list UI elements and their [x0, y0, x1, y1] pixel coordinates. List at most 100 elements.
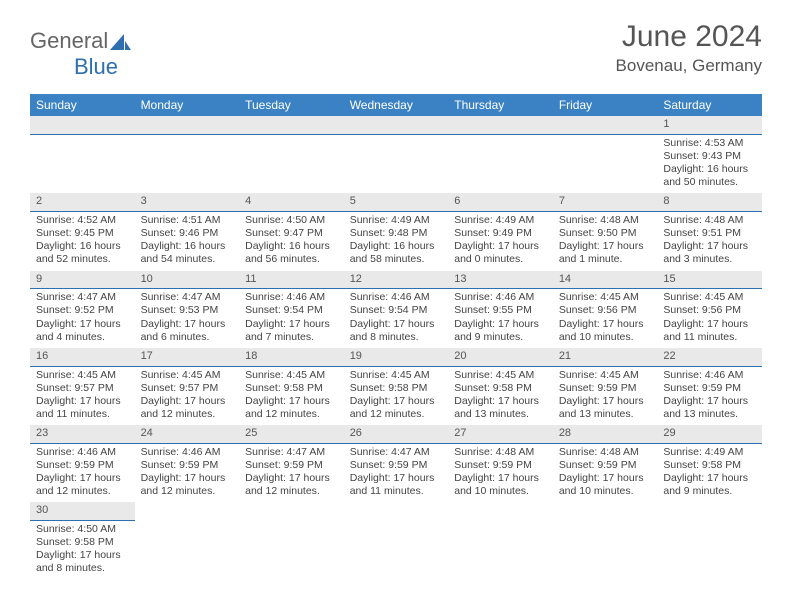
day-body: Sunrise: 4:46 AMSunset: 9:55 PMDaylight:… [448, 289, 553, 348]
day-number: 2 [30, 193, 135, 212]
calendar-day: 23Sunrise: 4:46 AMSunset: 9:59 PMDayligh… [30, 425, 135, 502]
calendar-day [448, 116, 553, 193]
sunrise-text: Sunrise: 4:47 AM [350, 446, 443, 459]
day-body: Sunrise: 4:52 AMSunset: 9:45 PMDaylight:… [30, 212, 135, 271]
calendar-day: 22Sunrise: 4:46 AMSunset: 9:59 PMDayligh… [657, 348, 762, 425]
daylight-text: Daylight: 16 hours and 50 minutes. [663, 163, 756, 189]
sunset-text: Sunset: 9:59 PM [36, 459, 129, 472]
calendar-day [344, 116, 449, 193]
day-number: 22 [657, 348, 762, 367]
calendar-day: 21Sunrise: 4:45 AMSunset: 9:59 PMDayligh… [553, 348, 658, 425]
brand-logo: General [30, 28, 132, 54]
sail-icon [110, 32, 132, 52]
day-body: Sunrise: 4:47 AMSunset: 9:53 PMDaylight:… [135, 289, 240, 348]
sunrise-text: Sunrise: 4:49 AM [350, 214, 443, 227]
daylight-text: Daylight: 17 hours and 12 minutes. [245, 472, 338, 498]
sunset-text: Sunset: 9:49 PM [454, 227, 547, 240]
sunset-text: Sunset: 9:57 PM [141, 382, 234, 395]
day-body: Sunrise: 4:46 AMSunset: 9:54 PMDaylight:… [344, 289, 449, 348]
calendar-day: 6Sunrise: 4:49 AMSunset: 9:49 PMDaylight… [448, 193, 553, 270]
calendar-day [135, 116, 240, 193]
sunset-text: Sunset: 9:52 PM [36, 304, 129, 317]
day-body: Sunrise: 4:48 AMSunset: 9:50 PMDaylight:… [553, 212, 658, 271]
calendar-day: 24Sunrise: 4:46 AMSunset: 9:59 PMDayligh… [135, 425, 240, 502]
day-number: 21 [553, 348, 658, 367]
day-body: Sunrise: 4:46 AMSunset: 9:59 PMDaylight:… [30, 444, 135, 503]
sunrise-text: Sunrise: 4:46 AM [454, 291, 547, 304]
daylight-text: Daylight: 17 hours and 8 minutes. [350, 318, 443, 344]
daylight-text: Daylight: 17 hours and 1 minute. [559, 240, 652, 266]
sunset-text: Sunset: 9:54 PM [245, 304, 338, 317]
daylight-text: Daylight: 16 hours and 54 minutes. [141, 240, 234, 266]
day-number: 3 [135, 193, 240, 212]
calendar-day: 20Sunrise: 4:45 AMSunset: 9:58 PMDayligh… [448, 348, 553, 425]
day-number: 10 [135, 271, 240, 290]
weekday-header: Friday [553, 94, 658, 116]
day-body: Sunrise: 4:45 AMSunset: 9:58 PMDaylight:… [239, 367, 344, 426]
sunset-text: Sunset: 9:59 PM [663, 382, 756, 395]
day-body: Sunrise: 4:45 AMSunset: 9:59 PMDaylight:… [553, 367, 658, 426]
weekday-header: Wednesday [344, 94, 449, 116]
sunrise-text: Sunrise: 4:46 AM [245, 291, 338, 304]
day-number: 17 [135, 348, 240, 367]
calendar-day: 2Sunrise: 4:52 AMSunset: 9:45 PMDaylight… [30, 193, 135, 270]
daylight-text: Daylight: 17 hours and 3 minutes. [663, 240, 756, 266]
calendar-day: 28Sunrise: 4:48 AMSunset: 9:59 PMDayligh… [553, 425, 658, 502]
day-number: 26 [344, 425, 449, 444]
day-number: 4 [239, 193, 344, 212]
calendar-day: 26Sunrise: 4:47 AMSunset: 9:59 PMDayligh… [344, 425, 449, 502]
daynum-empty [448, 116, 553, 135]
day-body: Sunrise: 4:46 AMSunset: 9:59 PMDaylight:… [657, 367, 762, 426]
sunset-text: Sunset: 9:58 PM [245, 382, 338, 395]
sunrise-text: Sunrise: 4:48 AM [559, 214, 652, 227]
calendar-day: 11Sunrise: 4:46 AMSunset: 9:54 PMDayligh… [239, 271, 344, 348]
day-body: Sunrise: 4:48 AMSunset: 9:59 PMDaylight:… [448, 444, 553, 503]
sunrise-text: Sunrise: 4:48 AM [559, 446, 652, 459]
sunrise-text: Sunrise: 4:45 AM [245, 369, 338, 382]
sunrise-text: Sunrise: 4:53 AM [663, 137, 756, 150]
day-body: Sunrise: 4:45 AMSunset: 9:57 PMDaylight:… [135, 367, 240, 426]
sunset-text: Sunset: 9:56 PM [663, 304, 756, 317]
calendar-day: 1Sunrise: 4:53 AMSunset: 9:43 PMDaylight… [657, 116, 762, 193]
calendar-day: 15Sunrise: 4:45 AMSunset: 9:56 PMDayligh… [657, 271, 762, 348]
sunrise-text: Sunrise: 4:48 AM [663, 214, 756, 227]
day-body: Sunrise: 4:45 AMSunset: 9:56 PMDaylight:… [553, 289, 658, 348]
day-body: Sunrise: 4:49 AMSunset: 9:58 PMDaylight:… [657, 444, 762, 503]
daylight-text: Daylight: 16 hours and 52 minutes. [36, 240, 129, 266]
daylight-text: Daylight: 17 hours and 9 minutes. [663, 472, 756, 498]
sunrise-text: Sunrise: 4:45 AM [141, 369, 234, 382]
calendar-day [239, 116, 344, 193]
daylight-text: Daylight: 17 hours and 0 minutes. [454, 240, 547, 266]
daylight-text: Daylight: 16 hours and 58 minutes. [350, 240, 443, 266]
calendar-day [553, 116, 658, 193]
sunrise-text: Sunrise: 4:45 AM [350, 369, 443, 382]
calendar-day: 4Sunrise: 4:50 AMSunset: 9:47 PMDaylight… [239, 193, 344, 270]
calendar-table: SundayMondayTuesdayWednesdayThursdayFrid… [30, 94, 762, 580]
calendar-day: 16Sunrise: 4:45 AMSunset: 9:57 PMDayligh… [30, 348, 135, 425]
day-body: Sunrise: 4:48 AMSunset: 9:51 PMDaylight:… [657, 212, 762, 271]
calendar-week: 2Sunrise: 4:52 AMSunset: 9:45 PMDaylight… [30, 193, 762, 270]
daylight-text: Daylight: 17 hours and 11 minutes. [350, 472, 443, 498]
day-number: 20 [448, 348, 553, 367]
calendar-body: 1Sunrise: 4:53 AMSunset: 9:43 PMDaylight… [30, 116, 762, 580]
daylight-text: Daylight: 17 hours and 4 minutes. [36, 318, 129, 344]
sunrise-text: Sunrise: 4:45 AM [663, 291, 756, 304]
day-number: 14 [553, 271, 658, 290]
day-body: Sunrise: 4:45 AMSunset: 9:58 PMDaylight:… [448, 367, 553, 426]
sunrise-text: Sunrise: 4:46 AM [36, 446, 129, 459]
day-number: 13 [448, 271, 553, 290]
day-body: Sunrise: 4:45 AMSunset: 9:56 PMDaylight:… [657, 289, 762, 348]
daylight-text: Daylight: 17 hours and 12 minutes. [141, 395, 234, 421]
sunset-text: Sunset: 9:59 PM [454, 459, 547, 472]
day-number: 30 [30, 502, 135, 521]
sunset-text: Sunset: 9:59 PM [559, 459, 652, 472]
daylight-text: Daylight: 17 hours and 11 minutes. [663, 318, 756, 344]
sunset-text: Sunset: 9:48 PM [350, 227, 443, 240]
day-number: 7 [553, 193, 658, 212]
sunrise-text: Sunrise: 4:47 AM [245, 446, 338, 459]
sunrise-text: Sunrise: 4:45 AM [559, 369, 652, 382]
sunset-text: Sunset: 9:46 PM [141, 227, 234, 240]
calendar-day: 5 Sunrise: 4:49 AMSunset: 9:48 PMDaylight… [344, 193, 449, 270]
day-number: 5 [344, 193, 449, 212]
daylight-text: Daylight: 17 hours and 12 minutes. [141, 472, 234, 498]
